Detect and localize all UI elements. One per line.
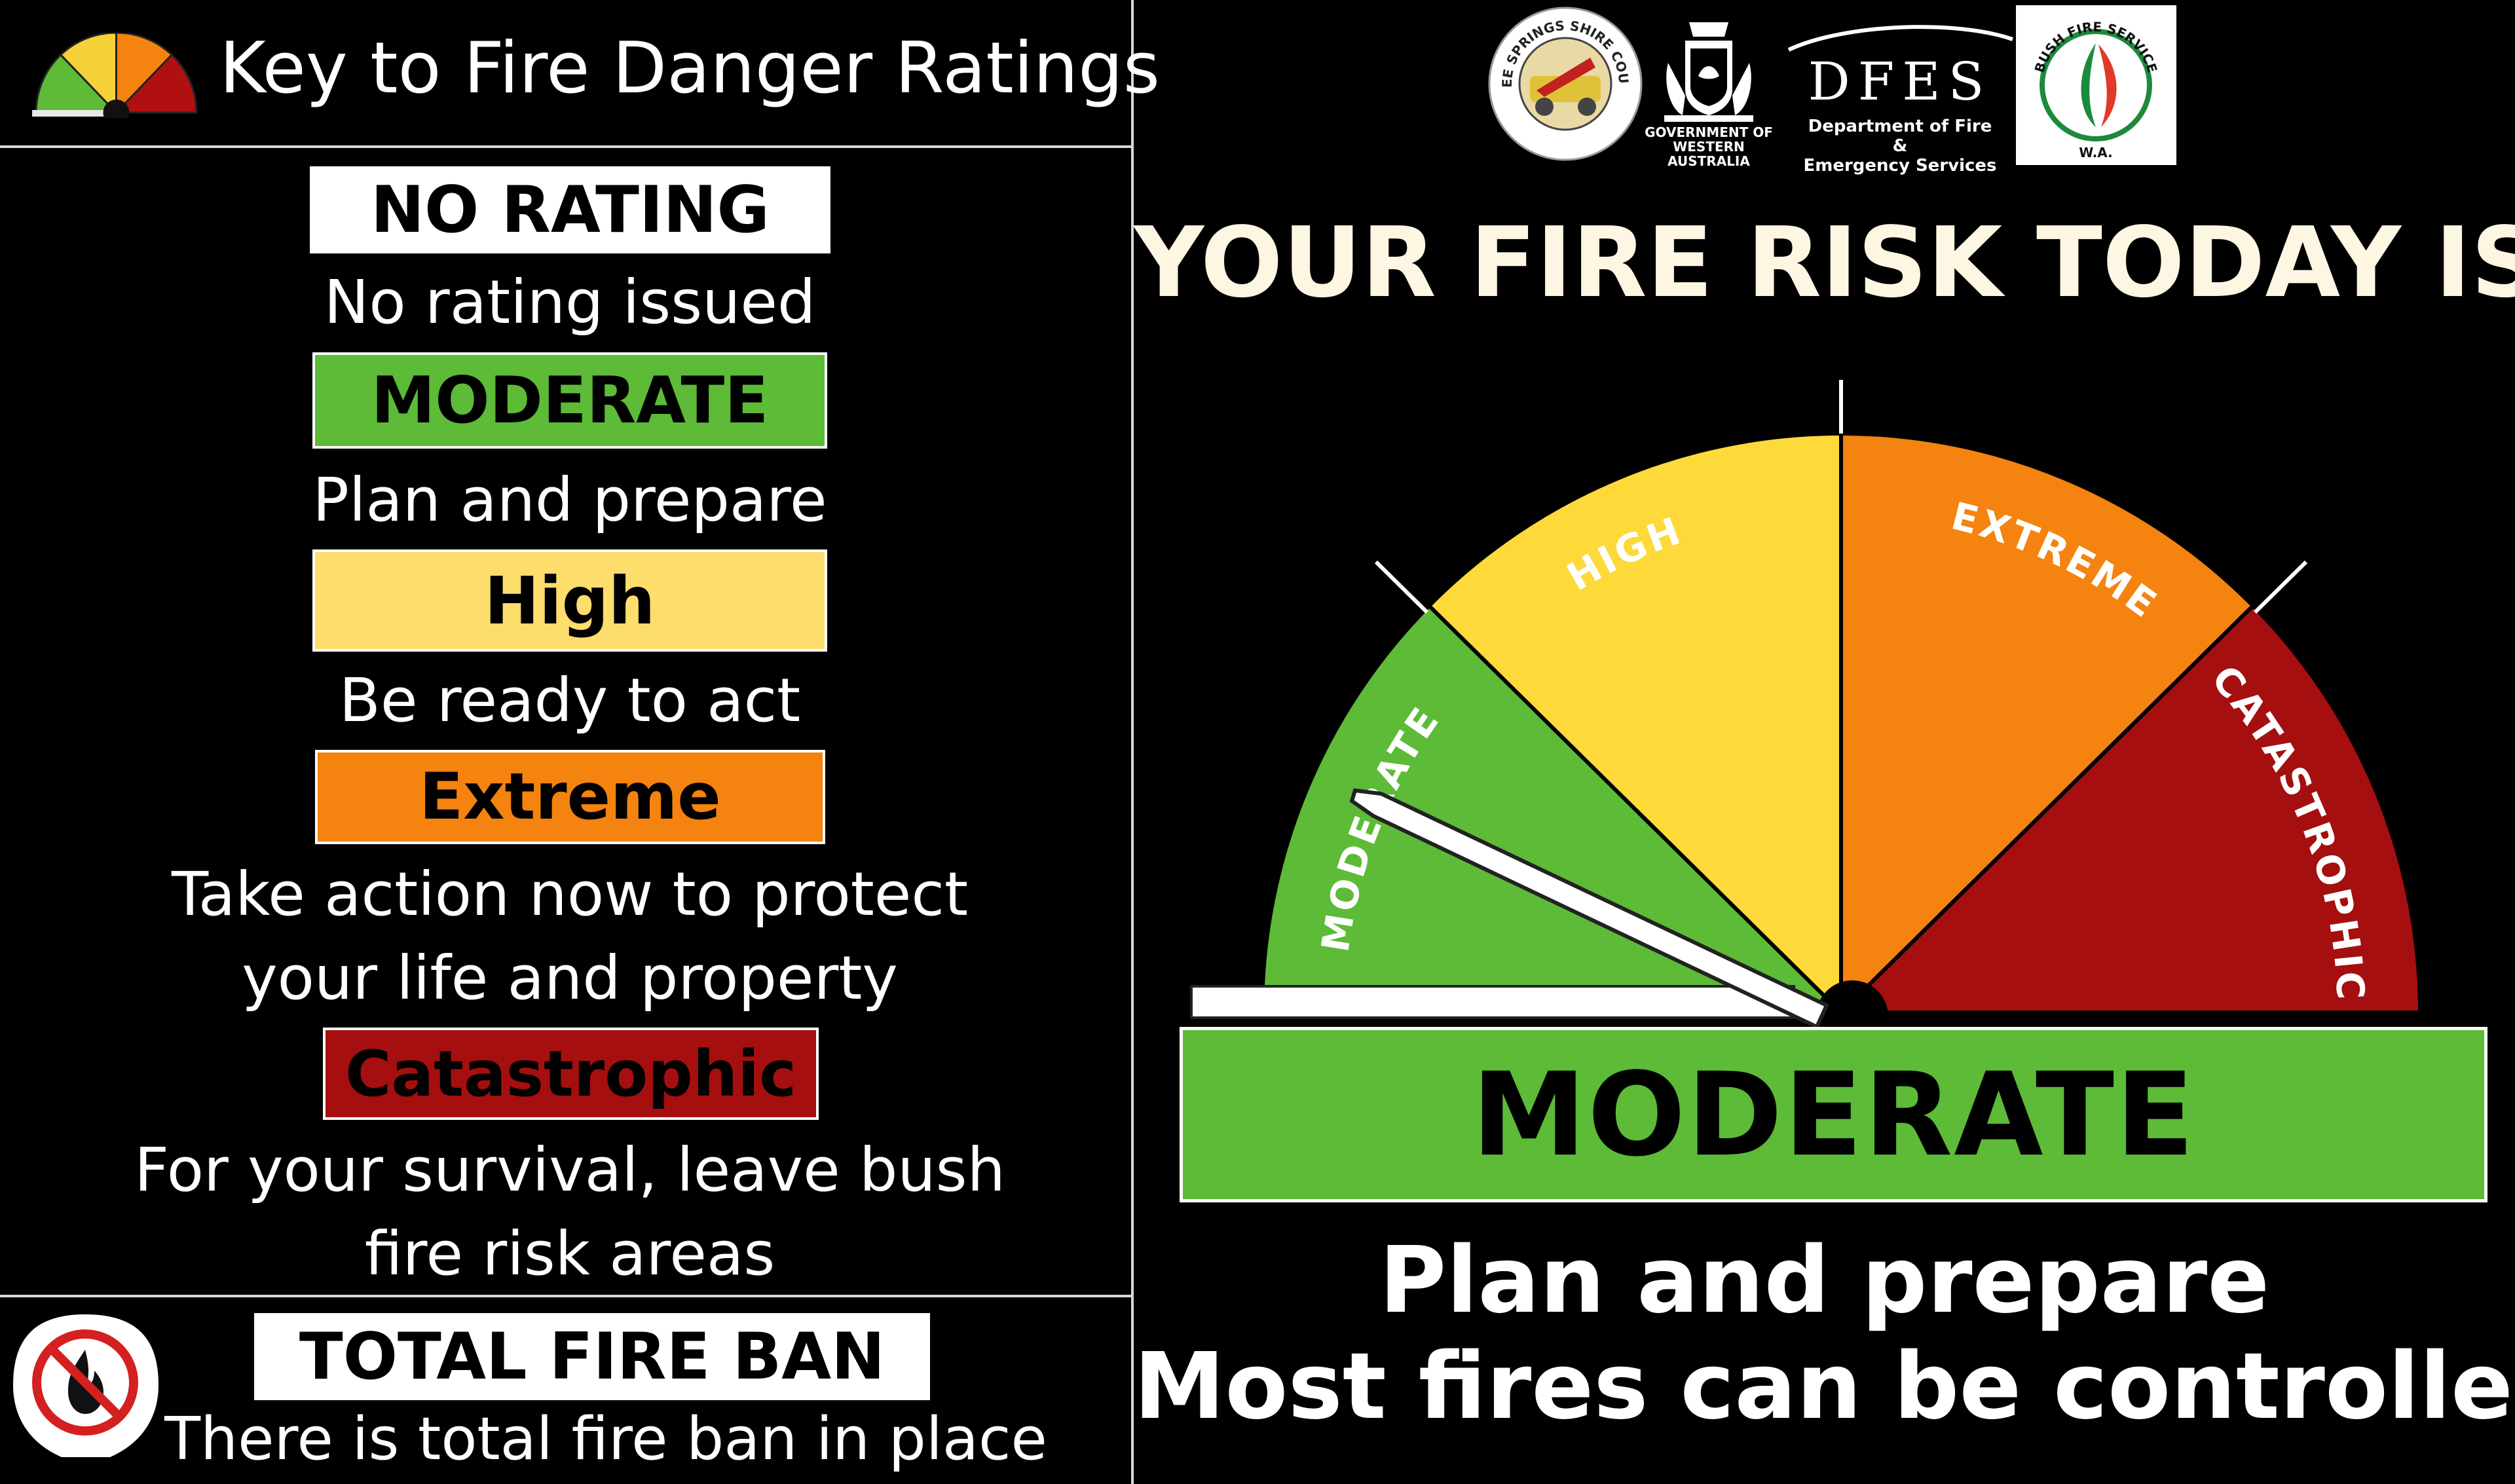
wa-government-crest — [1664, 22, 1753, 122]
dfes-swoosh — [1787, 25, 2013, 52]
gauge-icon — [32, 33, 198, 118]
gov-text: GOVERNMENT OF WESTERN AUSTRALIA — [1645, 124, 1773, 169]
current-rating-banner: MODERATE — [1180, 1027, 2487, 1202]
total-fire-ban-box: TOTAL FIRE BAN — [254, 1313, 930, 1400]
advice-line-2: Most fires can be controlled. — [1134, 1333, 2515, 1440]
rating-desc-catastrophic: For your survival, leave bush fire risk … — [134, 1135, 1005, 1289]
rating-desc-extreme: Take action now to protect your life and… — [171, 859, 969, 1013]
rating-box-high: High — [312, 549, 827, 652]
rating-desc-high: Be ready to act — [339, 665, 801, 735]
dfes-subtitle: Department of Fire & Emergency Services — [1803, 117, 1997, 176]
svg-text:BUSH FIRE SERVICE: BUSH FIRE SERVICE — [2031, 19, 2160, 75]
fire-risk-heading: YOUR FIRE RISK TODAY IS — [1134, 206, 2515, 319]
bfs-subtitle: W.A. — [2079, 145, 2112, 160]
vertical-divider — [1131, 0, 1134, 1484]
key-header-divider — [0, 145, 1131, 148]
rating-desc-moderate: Plan and prepare — [312, 465, 827, 535]
council-logo: THREE SPRINGS SHIRE COUNCIL — [1485, 5, 1643, 161]
rating-box-no-rating: NO RATING — [310, 166, 830, 253]
total-fire-ban-desc: There is total fire ban in place — [164, 1405, 1047, 1474]
bfs-ring-text: BUSH FIRE SERVICE — [2031, 19, 2160, 75]
rating-box-moderate: MODERATE — [312, 352, 827, 449]
fire-danger-gauge: MODERATE HIGH EXTREME CATASTROPHIC — [1190, 380, 2423, 1028]
key-title: Key to Fire Danger Ratings — [219, 28, 1160, 109]
rating-desc-no-rating: No rating issued — [324, 267, 816, 337]
fire-risk-panel: THREE SPRINGS SHIRE COUNCIL GOVERNMENT O… — [1134, 0, 2515, 1484]
advice-line-1: Plan and prepare — [1379, 1227, 2270, 1334]
rating-box-extreme: Extreme — [315, 750, 825, 844]
key-footer-divider — [0, 1295, 1131, 1297]
rating-box-catastrophic: Catastrophic — [323, 1028, 819, 1120]
dfes-name: DFES — [1808, 51, 1992, 112]
key-panel: Key to Fire Danger Ratings NO RATING No … — [0, 0, 1160, 1484]
no-fire-icon — [13, 1314, 158, 1457]
bush-fire-service-logo: BUSH FIRE SERVICE W.A. — [2016, 5, 2176, 165]
